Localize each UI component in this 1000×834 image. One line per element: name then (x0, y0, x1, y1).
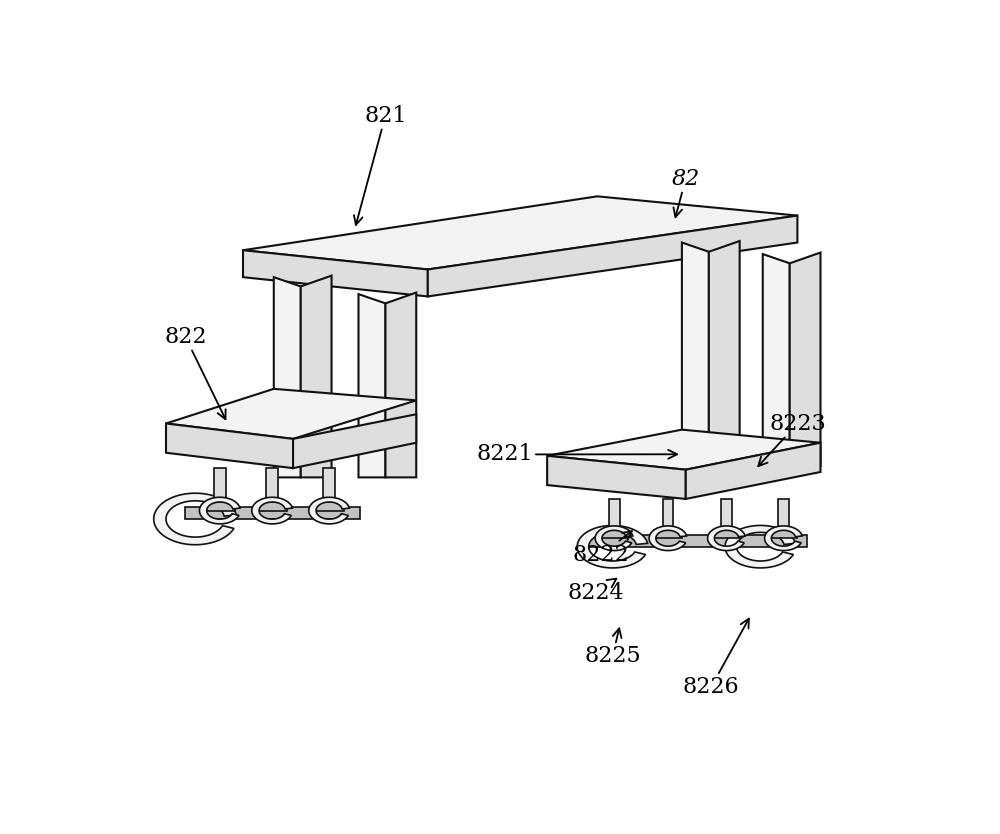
Polygon shape (315, 502, 344, 510)
Polygon shape (721, 499, 732, 534)
Polygon shape (649, 526, 687, 550)
Polygon shape (547, 430, 820, 470)
Polygon shape (199, 497, 240, 524)
Polygon shape (214, 468, 226, 506)
Polygon shape (385, 293, 416, 477)
Polygon shape (274, 277, 301, 477)
Polygon shape (601, 530, 628, 538)
Text: 82: 82 (672, 168, 700, 217)
Polygon shape (709, 241, 740, 466)
Text: 8221: 8221 (476, 444, 677, 465)
Polygon shape (686, 443, 820, 499)
Polygon shape (765, 526, 802, 550)
Polygon shape (588, 535, 807, 546)
Polygon shape (790, 253, 820, 466)
Text: 8224: 8224 (567, 579, 624, 604)
Polygon shape (778, 499, 789, 534)
Polygon shape (770, 530, 797, 538)
Polygon shape (166, 424, 293, 468)
Polygon shape (654, 530, 682, 538)
Polygon shape (609, 499, 620, 534)
Polygon shape (166, 389, 416, 439)
Polygon shape (243, 196, 797, 269)
Text: 8225: 8225 (584, 628, 641, 667)
Text: 821: 821 (354, 104, 407, 225)
Polygon shape (358, 294, 385, 477)
Polygon shape (154, 493, 236, 545)
Polygon shape (258, 502, 287, 510)
Polygon shape (713, 530, 740, 538)
Polygon shape (252, 497, 292, 524)
Polygon shape (309, 497, 349, 524)
Polygon shape (266, 468, 278, 506)
Polygon shape (595, 526, 633, 550)
Polygon shape (547, 456, 686, 499)
Polygon shape (293, 414, 416, 468)
Text: 8222: 8222 (573, 531, 632, 565)
Polygon shape (763, 254, 790, 466)
Polygon shape (243, 250, 428, 296)
Polygon shape (323, 468, 335, 506)
Polygon shape (708, 526, 745, 550)
Text: 8223: 8223 (758, 413, 826, 466)
Polygon shape (577, 525, 648, 568)
Text: 8226: 8226 (683, 619, 749, 698)
Polygon shape (185, 506, 360, 519)
Polygon shape (301, 276, 332, 477)
Polygon shape (725, 525, 795, 568)
Polygon shape (205, 502, 235, 510)
Polygon shape (428, 215, 797, 296)
Polygon shape (663, 499, 673, 534)
Polygon shape (682, 243, 709, 466)
Text: 822: 822 (164, 325, 226, 420)
